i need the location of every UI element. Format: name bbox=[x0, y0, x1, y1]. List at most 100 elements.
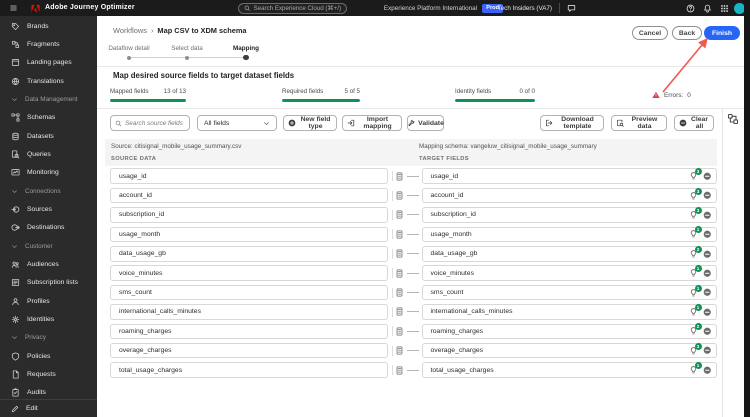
target-field[interactable]: international_calls_minutes 1 bbox=[421, 303, 718, 320]
remove-mapping-button[interactable] bbox=[703, 308, 712, 317]
download-template-button[interactable]: Download template bbox=[540, 115, 604, 131]
calculator-icon[interactable] bbox=[395, 210, 404, 219]
remove-mapping-button[interactable] bbox=[703, 230, 712, 239]
target-field[interactable]: overage_charges 3 bbox=[421, 342, 718, 359]
mapping-suggestions-button[interactable]: 2 bbox=[689, 245, 702, 259]
source-fields-search[interactable] bbox=[110, 115, 190, 131]
global-search[interactable] bbox=[238, 2, 347, 14]
target-field[interactable]: roaming_charges 2 bbox=[421, 323, 718, 340]
sidebar-item-audits[interactable]: Audits bbox=[0, 384, 97, 402]
mapping-suggestions-button[interactable]: 3 bbox=[689, 342, 702, 356]
target-field[interactable]: subscription_id 3 bbox=[421, 206, 718, 223]
step-mapping[interactable]: Mapping bbox=[233, 45, 259, 52]
sidebar-item-sources[interactable]: Sources bbox=[0, 200, 97, 218]
source-field[interactable]: total_usage_charges bbox=[110, 362, 388, 378]
hamburger-menu-icon[interactable] bbox=[9, 4, 18, 12]
notifications-bell-icon[interactable] bbox=[703, 4, 712, 13]
target-field[interactable]: account_id 3 bbox=[421, 187, 718, 204]
feedback-icon[interactable] bbox=[567, 4, 576, 13]
source-field[interactable]: account_id bbox=[110, 187, 388, 204]
sidebar-item-audiences[interactable]: Audiences bbox=[0, 255, 97, 273]
calculator-icon[interactable] bbox=[395, 269, 404, 278]
sidebar-item-landing-pages[interactable]: Landing pages bbox=[0, 54, 97, 72]
remove-mapping-button[interactable] bbox=[703, 191, 712, 200]
avatar[interactable] bbox=[734, 2, 745, 14]
source-field[interactable]: voice_minutes bbox=[110, 265, 388, 281]
sidebar-item-queries[interactable]: Queries bbox=[0, 145, 97, 163]
sidebar-item-destinations[interactable]: Destinations bbox=[0, 219, 97, 237]
source-field[interactable]: usage_id bbox=[110, 168, 388, 184]
sidebar-item-policies[interactable]: Policies bbox=[0, 347, 97, 365]
remove-mapping-button[interactable] bbox=[703, 288, 712, 297]
mapping-suggestions-button[interactable]: 1 bbox=[689, 226, 702, 239]
sidebar-item-translations[interactable]: Translations bbox=[0, 72, 97, 90]
mapping-panel-toggle-icon[interactable] bbox=[727, 113, 739, 125]
remove-mapping-button[interactable] bbox=[703, 327, 712, 336]
mapping-suggestions-button[interactable]: 3 bbox=[689, 206, 702, 220]
sidebar-section-data-management[interactable]: Data Management bbox=[0, 90, 97, 108]
back-button[interactable]: Back bbox=[672, 26, 702, 40]
help-icon[interactable] bbox=[686, 4, 695, 13]
sidebar-item-subscription-lists[interactable]: Subscription lists bbox=[0, 274, 97, 292]
mapping-suggestions-button[interactable]: 1 bbox=[689, 284, 702, 298]
remove-mapping-button[interactable] bbox=[703, 250, 712, 259]
org-name[interactable]: Experience Platform International bbox=[383, 5, 477, 12]
sidebar-item-fragments[interactable]: Fragments bbox=[0, 35, 97, 53]
sidebar-item-datasets[interactable]: Datasets bbox=[0, 127, 97, 145]
validate-button[interactable]: Validate bbox=[407, 115, 444, 131]
sidebar-section-privacy[interactable]: Privacy bbox=[0, 329, 97, 347]
calculator-icon[interactable] bbox=[395, 346, 404, 355]
source-field[interactable]: data_usage_gb bbox=[110, 246, 388, 262]
remove-mapping-button[interactable] bbox=[703, 366, 712, 375]
target-field[interactable]: usage_month 1 bbox=[421, 226, 718, 243]
remove-mapping-button[interactable] bbox=[703, 269, 712, 278]
calculator-icon[interactable] bbox=[395, 172, 404, 181]
sidebar-item-identities[interactable]: Identities bbox=[0, 310, 97, 328]
finish-button[interactable]: Finish bbox=[704, 26, 740, 40]
source-field[interactable]: subscription_id bbox=[110, 207, 388, 223]
target-field[interactable]: data_usage_gb 2 bbox=[421, 245, 718, 262]
global-search-input[interactable] bbox=[253, 4, 341, 12]
source-field[interactable]: usage_month bbox=[110, 226, 388, 243]
preview-data-button[interactable]: Preview data bbox=[611, 115, 667, 131]
field-filter-select[interactable]: All fields bbox=[197, 115, 277, 131]
sidebar-item-monitoring[interactable]: Monitoring bbox=[0, 164, 97, 182]
step-dataflow-detail[interactable]: Dataflow detail bbox=[108, 45, 150, 52]
sidebar-item-brands[interactable]: Brands bbox=[0, 17, 97, 35]
mapping-suggestions-button[interactable]: 1 bbox=[689, 265, 702, 278]
sidebar-item-profiles[interactable]: Profiles bbox=[0, 292, 97, 310]
target-field[interactable]: voice_minutes 1 bbox=[421, 265, 718, 281]
target-field[interactable]: total_usage_charges 1 bbox=[421, 362, 718, 378]
sidebar-item-schemas[interactable]: Schemas bbox=[0, 109, 97, 127]
source-field[interactable]: sms_count bbox=[110, 284, 388, 301]
mapping-suggestions-button[interactable]: 1 bbox=[689, 362, 702, 375]
app-switcher-grid-icon[interactable] bbox=[720, 4, 729, 13]
new-field-type-button[interactable]: New field type bbox=[283, 115, 337, 131]
calculator-icon[interactable] bbox=[395, 249, 404, 258]
sidebar-item-requests[interactable]: Requests bbox=[0, 365, 97, 383]
source-field[interactable]: international_calls_minutes bbox=[110, 304, 388, 320]
calculator-icon[interactable] bbox=[395, 288, 404, 297]
target-field[interactable]: usage_id 3 bbox=[421, 168, 718, 184]
breadcrumb-workflows-link[interactable]: Workflows bbox=[113, 26, 147, 35]
mapping-suggestions-button[interactable]: 1 bbox=[689, 303, 702, 317]
import-mapping-button[interactable]: Import mapping bbox=[342, 115, 402, 131]
calculator-icon[interactable] bbox=[395, 307, 404, 316]
tenant-name[interactable]: Tech Insiders (VA7) bbox=[497, 5, 552, 12]
source-field[interactable]: overage_charges bbox=[110, 342, 388, 359]
source-fields-search-input[interactable] bbox=[125, 119, 185, 127]
remove-mapping-button[interactable] bbox=[703, 211, 712, 220]
mapping-suggestions-button[interactable]: 2 bbox=[689, 323, 702, 336]
cancel-button[interactable]: Cancel bbox=[632, 26, 668, 40]
remove-mapping-button[interactable] bbox=[703, 172, 712, 181]
remove-mapping-button[interactable] bbox=[703, 346, 712, 355]
sidebar-section-connections[interactable]: Connections bbox=[0, 182, 97, 200]
calculator-icon[interactable] bbox=[395, 327, 404, 336]
calculator-icon[interactable] bbox=[395, 230, 404, 239]
mapping-suggestions-button[interactable]: 3 bbox=[689, 187, 702, 201]
step-select-data[interactable]: Select data bbox=[171, 45, 203, 52]
mapping-suggestions-button[interactable]: 3 bbox=[689, 168, 702, 181]
sidebar-edit-button[interactable]: Edit bbox=[0, 399, 97, 417]
calculator-icon[interactable] bbox=[395, 366, 404, 375]
sidebar-section-customer[interactable]: Customer bbox=[0, 237, 97, 255]
